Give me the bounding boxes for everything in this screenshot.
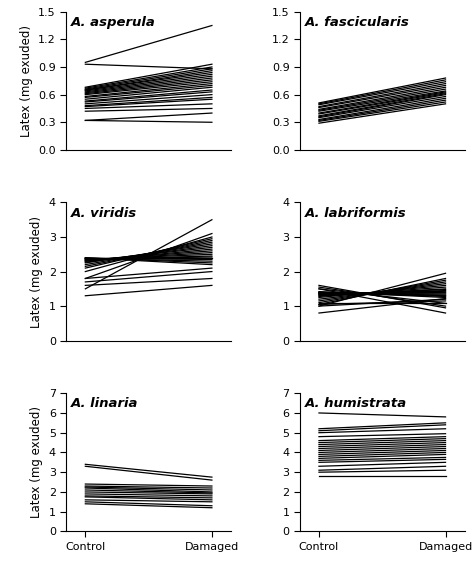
Y-axis label: Latex (mg exuded): Latex (mg exuded) (30, 406, 43, 519)
Y-axis label: Latex (mg exuded): Latex (mg exuded) (19, 25, 33, 137)
Text: A. asperula: A. asperula (71, 16, 156, 29)
Text: A. humistrata: A. humistrata (305, 397, 407, 411)
Text: A. fascicularis: A. fascicularis (305, 16, 410, 29)
Text: A. labriformis: A. labriformis (305, 207, 407, 220)
Text: A. linaria: A. linaria (71, 397, 139, 411)
Y-axis label: Latex (mg exuded): Latex (mg exuded) (30, 215, 43, 328)
Text: A. viridis: A. viridis (71, 207, 137, 220)
